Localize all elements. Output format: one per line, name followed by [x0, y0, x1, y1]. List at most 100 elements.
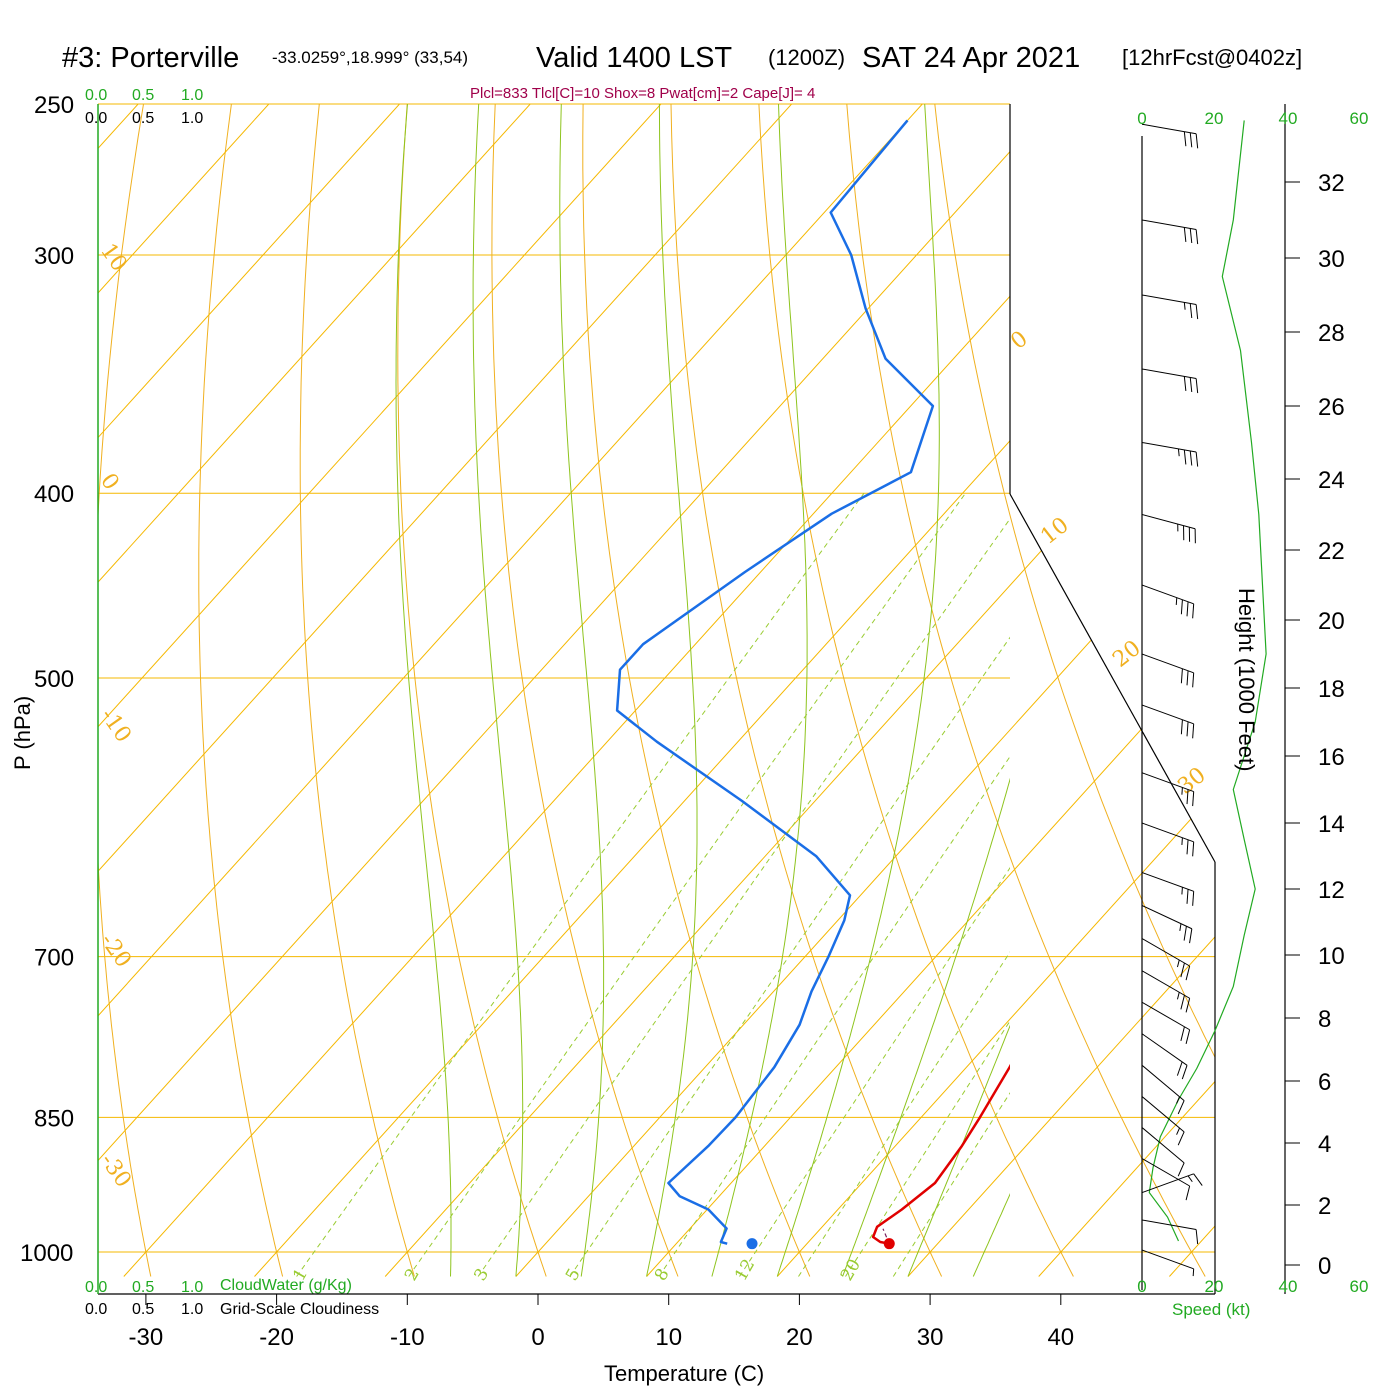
height-tick-label: 6	[1318, 1069, 1331, 1096]
station-coords: -33.0259°,18.999° (33,54)	[272, 48, 468, 67]
cloudwater-scale-0-bottom: 0.0	[85, 1279, 107, 1296]
height-tick-label: 8	[1318, 1006, 1331, 1033]
isobar-lines	[98, 103, 1215, 1253]
dry-adiabat-40	[757, 104, 1074, 1277]
barb-half-feather	[1179, 923, 1182, 931]
barb-feather	[1177, 1131, 1185, 1146]
cloudiness-scale-2: 1.0	[181, 110, 203, 127]
barb-staff	[1141, 1219, 1197, 1231]
speed-tick-bottom: 20	[1205, 1277, 1224, 1296]
dry-adiabat-label-left-2: -10	[95, 704, 136, 747]
barb-half-feather	[1192, 1268, 1195, 1277]
barb-feather	[1186, 721, 1189, 737]
wind-barb	[1141, 822, 1195, 857]
pressure-tick-label: 500	[34, 666, 74, 693]
barb-feather	[1180, 668, 1183, 684]
barb-half-feather	[1181, 837, 1183, 846]
isotherm--90	[98, 104, 431, 1277]
temperature-tick-label: -20	[259, 1324, 294, 1351]
wind-barb	[1141, 219, 1199, 245]
barb-staff	[1141, 123, 1197, 135]
temperature-axis-label: Temperature (C)	[604, 1361, 764, 1386]
barb-half-feather	[1176, 992, 1180, 1000]
dry-adiabat-lines	[98, 70, 1400, 1277]
barb-feather	[1186, 839, 1189, 855]
barb-feather	[1181, 1065, 1188, 1080]
barb-feather	[1195, 451, 1199, 467]
speed-axis-label: Speed (kt)	[1172, 1300, 1250, 1319]
wind-barb	[1141, 1064, 1185, 1115]
temperature-line	[871, 1063, 1010, 1245]
height-tick-label: 12	[1318, 877, 1345, 904]
speed-tick-bottom: 60	[1350, 1277, 1369, 1296]
moist-adiabat-5	[559, 104, 605, 1277]
wind-barb	[1141, 294, 1199, 320]
mixing-ratio-label-3: 5	[562, 1265, 585, 1284]
dry-adiabat-50	[843, 104, 1206, 1277]
barb-feather	[1186, 670, 1189, 686]
barb-feather	[1189, 377, 1193, 393]
mixing-ratio-8	[658, 755, 1010, 1277]
wind-barb	[1141, 704, 1195, 739]
barb-feather	[1180, 995, 1185, 1010]
wind-barb	[1141, 442, 1199, 467]
dry-adiabat--10	[299, 104, 415, 1277]
isotherm--60	[98, 104, 823, 1277]
cloudiness-scale-0-bottom: 0.0	[85, 1301, 107, 1318]
dry-adiabat-110	[1366, 70, 1400, 1276]
cloudwater-scale-1-bottom: 0.5	[132, 1279, 154, 1296]
isotherm-20	[776, 104, 1215, 1277]
mixing-ratio-label-1: 2	[401, 1265, 424, 1284]
isotherm-30	[907, 104, 1215, 1277]
moist-adiabat-lines	[395, 104, 1010, 1277]
pressure-axis-label: P (hPa)	[10, 696, 35, 770]
forecast-info: [12hrFcst@0402z]	[1122, 45, 1302, 70]
barb-staff	[1141, 1096, 1185, 1133]
barb-feather	[1189, 303, 1193, 319]
dewpoint-line	[615, 119, 935, 1245]
barb-staff	[1141, 368, 1197, 380]
isotherm--100	[98, 104, 300, 1277]
height-tick-label: 30	[1318, 246, 1345, 273]
wind-barb	[1141, 938, 1191, 981]
plot-frame	[98, 104, 1286, 1295]
barb-staff	[1141, 1127, 1185, 1164]
barb-feather	[1183, 131, 1187, 147]
cloudwater-scale-1: 0.5	[132, 87, 154, 104]
height-tick-label: 4	[1318, 1131, 1331, 1158]
cloud-scale-top: 0.0 0.5 1.0 0.0 0.5 1.0	[85, 87, 203, 127]
barb-feather	[1189, 450, 1193, 466]
dry-adiabat-label-left-4: -30	[95, 1149, 136, 1192]
barb-feather	[1183, 227, 1187, 243]
speed-tick-top: 40	[1279, 109, 1298, 128]
barb-half-feather	[1187, 1175, 1193, 1183]
frame-right-diagonal	[1009, 493, 1216, 863]
barb-feather	[1180, 1026, 1185, 1041]
cloudiness-scale-1-bottom: 0.5	[132, 1301, 154, 1318]
wind-barbs	[1141, 123, 1203, 1277]
barb-feather	[1192, 841, 1195, 857]
barb-feather	[1195, 304, 1199, 320]
barb-feather	[1192, 891, 1195, 906]
dry-adiabat-label-left-3: -20	[95, 929, 136, 972]
barb-staff	[1141, 219, 1197, 231]
barb-staff	[1141, 970, 1190, 999]
height-tick-label: 2	[1318, 1193, 1331, 1220]
temperature-tick-label: -10	[390, 1324, 425, 1351]
barb-feather	[1180, 599, 1183, 615]
barb-staff	[1141, 294, 1197, 306]
dry-adiabat--30	[98, 104, 152, 1277]
pressure-tick-label: 300	[34, 243, 74, 270]
wind-barb	[1141, 1033, 1188, 1080]
pressure-tick-label: 700	[34, 945, 74, 972]
height-tick-label: 22	[1318, 538, 1345, 565]
surface-markers	[746, 1238, 895, 1250]
pressure-ticks: 250 300 400 500 700 850 1000	[20, 92, 74, 1267]
surface-temperature-marker	[883, 1238, 895, 1250]
dry-adiabat-label-right-2: 20	[1108, 636, 1145, 673]
wind-barb	[1141, 1158, 1191, 1201]
wind-barb	[1141, 1096, 1185, 1146]
dry-adiabat-90	[1191, 104, 1215, 1277]
wind-barb	[1141, 905, 1193, 944]
